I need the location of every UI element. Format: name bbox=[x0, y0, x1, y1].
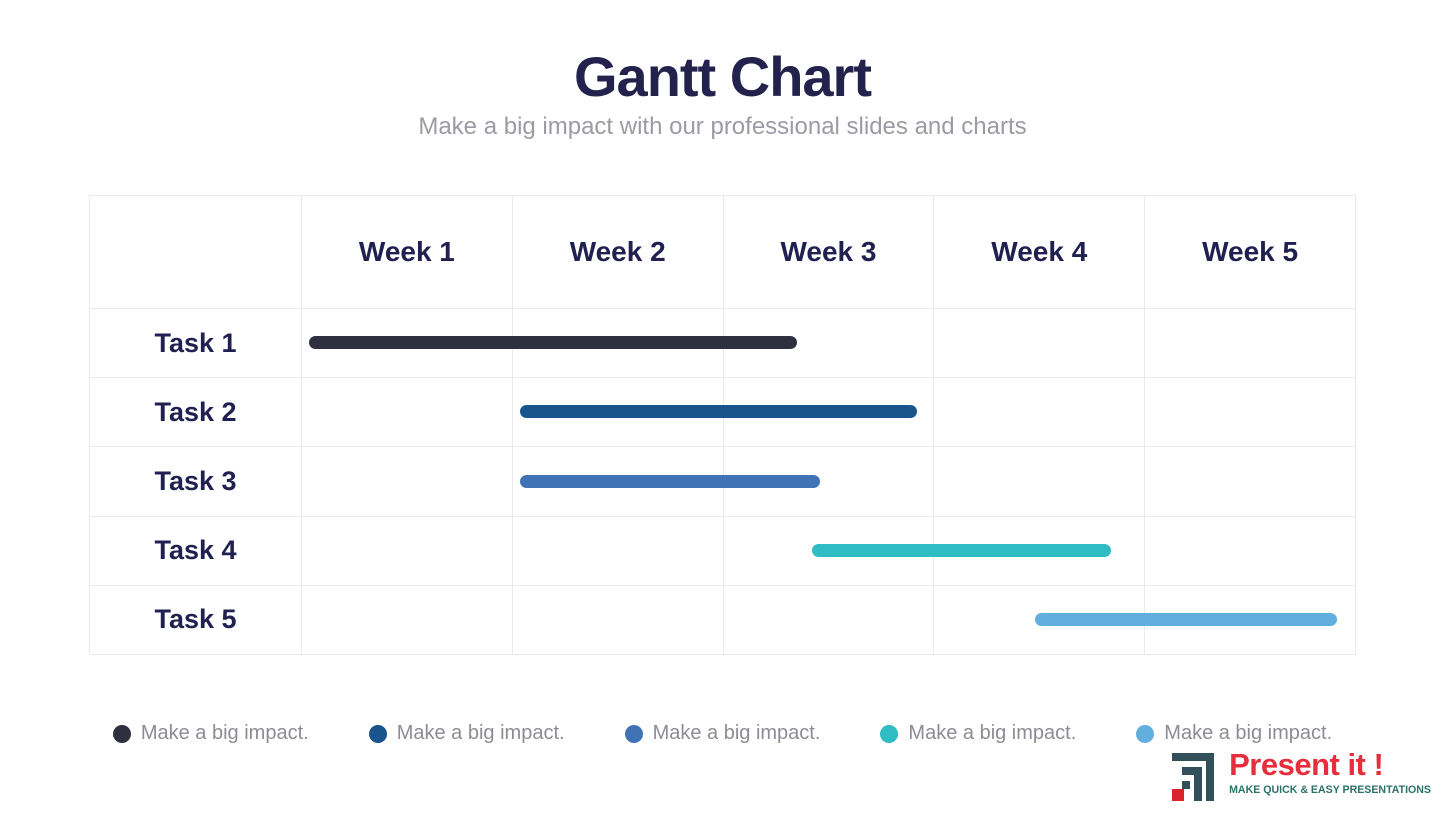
week-header-1: Week 1 bbox=[302, 196, 513, 309]
grid-cell-r4c5 bbox=[1145, 516, 1356, 586]
gantt-bar-2 bbox=[520, 405, 918, 419]
grid-cell-r5c3 bbox=[723, 585, 935, 655]
grid-cell-r2c3 bbox=[723, 378, 935, 448]
grid-cell-r4c1 bbox=[302, 516, 513, 586]
legend-label: Make a big impact. bbox=[396, 722, 565, 744]
legend-dot-icon bbox=[368, 724, 387, 743]
task-label-4: Task 4 bbox=[90, 516, 302, 586]
gantt-bars-layer bbox=[301, 308, 1356, 654]
grid-cell-r2c5 bbox=[1145, 378, 1356, 448]
grid-cell-r3c1 bbox=[302, 447, 513, 517]
week-header-3: Week 3 bbox=[723, 196, 935, 309]
grid-cell-r3c3 bbox=[723, 447, 935, 517]
grid-cell-r2c4 bbox=[934, 378, 1146, 448]
legend-dot-icon bbox=[112, 724, 131, 743]
legend-label: Make a big impact. bbox=[908, 722, 1077, 744]
legend-item-3: Make a big impact. bbox=[624, 722, 821, 745]
grid-cell-r1c5 bbox=[1145, 309, 1356, 379]
logo-text: Present it ! MAKE QUICK & EASY PRESENTAT… bbox=[1229, 747, 1431, 796]
task-label-3: Task 3 bbox=[90, 447, 302, 517]
brand-logo: Present it ! MAKE QUICK & EASY PRESENTAT… bbox=[1170, 747, 1431, 806]
task-label-2: Task 2 bbox=[90, 378, 302, 448]
grid-cell-r5c2 bbox=[512, 585, 724, 655]
corner-cell bbox=[90, 196, 302, 309]
gantt-bar-3 bbox=[520, 474, 821, 488]
grid-cell-r4c2 bbox=[512, 516, 724, 586]
logo-tagline: MAKE QUICK & EASY PRESENTATIONS bbox=[1229, 783, 1431, 796]
gantt-bar-1 bbox=[309, 336, 797, 350]
grid-cell-r1c3 bbox=[723, 309, 935, 379]
week-header-4: Week 4 bbox=[934, 196, 1146, 309]
logo-wordmark: Present it ! bbox=[1229, 747, 1384, 782]
legend-dot-icon bbox=[880, 724, 899, 743]
grid-cell-r4c4 bbox=[934, 516, 1146, 586]
task-label-5: Task 5 bbox=[90, 585, 302, 655]
task-label-1: Task 1 bbox=[90, 309, 302, 379]
gantt-bar-4 bbox=[811, 543, 1112, 557]
legend-dot-icon bbox=[624, 724, 643, 743]
legend-label: Make a big impact. bbox=[140, 722, 309, 744]
legend-label: Make a big impact. bbox=[652, 722, 821, 744]
grid-cell-r3c4 bbox=[934, 447, 1146, 517]
week-header-5: Week 5 bbox=[1145, 196, 1356, 309]
logo-icon bbox=[1170, 749, 1222, 806]
legend-item-2: Make a big impact. bbox=[368, 722, 565, 745]
legend-label: Make a big impact. bbox=[1164, 722, 1333, 744]
legend: Make a big impact. Make a big impact. Make… bbox=[0, 722, 1445, 745]
legend-item-5: Make a big impact. bbox=[1136, 722, 1332, 745]
legend-item-4: Make a big impact. bbox=[880, 722, 1076, 745]
gantt-table: Week 1 Week 2 Week 3 Week 4 Week 5 Task 1 Task… bbox=[89, 195, 1356, 655]
legend-item-1: Make a big impact. bbox=[112, 722, 309, 745]
grid-cell-r3c5 bbox=[1145, 447, 1356, 517]
week-header-2: Week 2 bbox=[512, 196, 724, 309]
gantt-bar-5 bbox=[1035, 612, 1337, 626]
grid-cell-r5c5 bbox=[1145, 585, 1356, 655]
grid-cell-r2c1 bbox=[302, 378, 513, 448]
page-title: Gantt Chart bbox=[574, 45, 872, 108]
page-subtitle: Make a big impact with our professional … bbox=[418, 113, 1027, 140]
legend-dot-icon bbox=[1136, 724, 1155, 743]
grid-cell-r1c4 bbox=[934, 309, 1146, 379]
gantt-grid: Week 1 Week 2 Week 3 Week 4 Week 5 Task 1 Task… bbox=[89, 195, 1356, 655]
grid-cell-r5c1 bbox=[302, 585, 513, 655]
